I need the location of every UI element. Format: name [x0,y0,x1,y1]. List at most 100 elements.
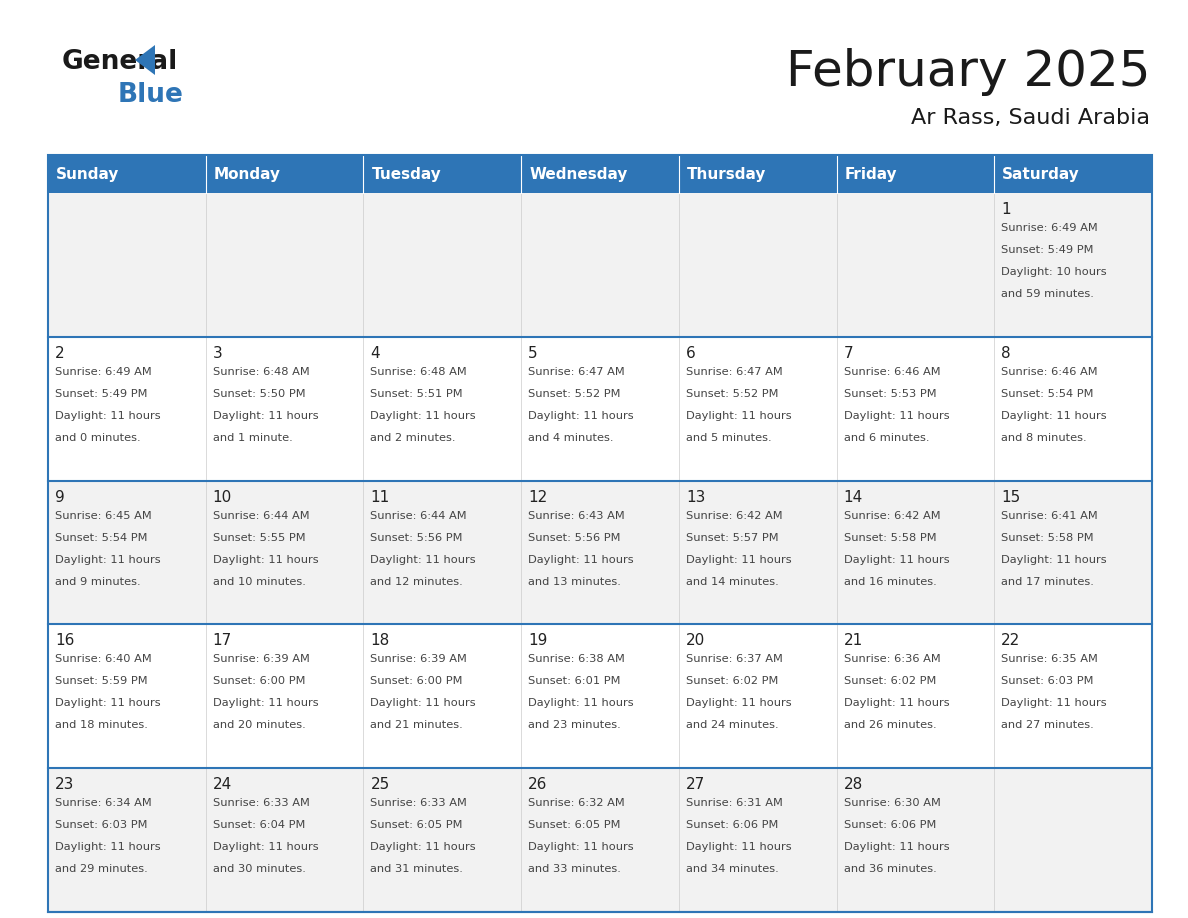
Text: 11: 11 [371,489,390,505]
Text: 10: 10 [213,489,232,505]
Text: Sunrise: 6:42 AM: Sunrise: 6:42 AM [685,510,783,521]
Bar [206,155,364,193]
Text: Daylight: 11 hours: Daylight: 11 hours [371,554,476,565]
Text: 22: 22 [1001,633,1020,648]
Text: Ar Rass, Saudi Arabia: Ar Rass, Saudi Arabia [911,108,1150,128]
Text: Daylight: 11 hours: Daylight: 11 hours [213,554,318,565]
Text: Sunrise: 6:45 AM: Sunrise: 6:45 AM [55,510,152,521]
Text: 21: 21 [843,633,862,648]
Bar [48,337,1152,481]
Text: 26: 26 [529,778,548,792]
Text: Sunrise: 6:33 AM: Sunrise: 6:33 AM [371,798,467,808]
Text: Daylight: 11 hours: Daylight: 11 hours [1001,554,1107,565]
Text: Sunrise: 6:31 AM: Sunrise: 6:31 AM [685,798,783,808]
Text: and 2 minutes.: and 2 minutes. [371,432,456,442]
Bar [48,768,1152,912]
Text: 17: 17 [213,633,232,648]
Text: and 8 minutes.: and 8 minutes. [1001,432,1087,442]
Text: Sunset: 6:02 PM: Sunset: 6:02 PM [843,677,936,687]
Text: and 29 minutes.: and 29 minutes. [55,864,147,874]
Text: and 33 minutes.: and 33 minutes. [529,864,621,874]
Text: Sunrise: 6:40 AM: Sunrise: 6:40 AM [55,655,152,665]
Text: 12: 12 [529,489,548,505]
Text: 20: 20 [685,633,706,648]
Bar [48,155,1152,912]
Text: Thursday: Thursday [687,166,766,182]
Bar [48,481,1152,624]
Bar [678,155,836,193]
Text: Daylight: 11 hours: Daylight: 11 hours [55,842,160,852]
Text: 4: 4 [371,346,380,361]
Text: Sunset: 6:00 PM: Sunset: 6:00 PM [371,677,463,687]
Text: Sunset: 5:58 PM: Sunset: 5:58 PM [1001,532,1094,543]
Text: Daylight: 10 hours: Daylight: 10 hours [1001,267,1107,277]
Text: 8: 8 [1001,346,1011,361]
Text: Daylight: 11 hours: Daylight: 11 hours [55,554,160,565]
Text: Sunset: 5:54 PM: Sunset: 5:54 PM [1001,389,1094,398]
Text: Daylight: 11 hours: Daylight: 11 hours [529,699,633,709]
Text: Sunrise: 6:38 AM: Sunrise: 6:38 AM [529,655,625,665]
Polygon shape [135,45,154,75]
Text: Daylight: 11 hours: Daylight: 11 hours [1001,410,1107,420]
Text: 3: 3 [213,346,222,361]
Text: 1: 1 [1001,202,1011,217]
Text: Tuesday: Tuesday [372,166,441,182]
Text: Sunset: 6:06 PM: Sunset: 6:06 PM [685,820,778,830]
Text: Sunset: 6:05 PM: Sunset: 6:05 PM [529,820,620,830]
Text: Daylight: 11 hours: Daylight: 11 hours [529,554,633,565]
Text: Sunset: 6:04 PM: Sunset: 6:04 PM [213,820,305,830]
Bar [994,155,1152,193]
Text: 23: 23 [55,778,75,792]
Bar [48,155,206,193]
Text: Sunset: 5:58 PM: Sunset: 5:58 PM [843,532,936,543]
Text: 28: 28 [843,778,862,792]
Text: and 1 minute.: and 1 minute. [213,432,292,442]
Text: Sunrise: 6:49 AM: Sunrise: 6:49 AM [1001,223,1098,233]
Text: Sunset: 5:52 PM: Sunset: 5:52 PM [685,389,778,398]
Text: and 12 minutes.: and 12 minutes. [371,577,463,587]
Text: Sunrise: 6:48 AM: Sunrise: 6:48 AM [213,367,309,376]
Text: Sunday: Sunday [56,166,119,182]
Text: and 20 minutes.: and 20 minutes. [213,721,305,731]
Text: and 4 minutes.: and 4 minutes. [529,432,614,442]
Text: Daylight: 11 hours: Daylight: 11 hours [371,842,476,852]
Text: Sunset: 6:03 PM: Sunset: 6:03 PM [55,820,147,830]
Text: Daylight: 11 hours: Daylight: 11 hours [843,410,949,420]
Text: Daylight: 11 hours: Daylight: 11 hours [529,410,633,420]
Text: Sunset: 6:06 PM: Sunset: 6:06 PM [843,820,936,830]
Text: Sunset: 5:54 PM: Sunset: 5:54 PM [55,532,147,543]
Text: and 16 minutes.: and 16 minutes. [843,577,936,587]
Text: Daylight: 11 hours: Daylight: 11 hours [55,699,160,709]
Text: Daylight: 11 hours: Daylight: 11 hours [213,410,318,420]
Text: Daylight: 11 hours: Daylight: 11 hours [843,842,949,852]
Text: 14: 14 [843,489,862,505]
Text: Sunrise: 6:33 AM: Sunrise: 6:33 AM [213,798,310,808]
Text: Sunset: 6:03 PM: Sunset: 6:03 PM [1001,677,1094,687]
Text: Sunrise: 6:39 AM: Sunrise: 6:39 AM [213,655,310,665]
Text: and 31 minutes.: and 31 minutes. [371,864,463,874]
Text: Sunrise: 6:30 AM: Sunrise: 6:30 AM [843,798,941,808]
Text: Sunset: 6:00 PM: Sunset: 6:00 PM [213,677,305,687]
Text: Sunrise: 6:34 AM: Sunrise: 6:34 AM [55,798,152,808]
Text: and 14 minutes.: and 14 minutes. [685,577,778,587]
Text: and 17 minutes.: and 17 minutes. [1001,577,1094,587]
Bar [522,155,678,193]
Text: and 30 minutes.: and 30 minutes. [213,864,305,874]
Text: Sunset: 6:05 PM: Sunset: 6:05 PM [371,820,463,830]
Text: 16: 16 [55,633,75,648]
Text: 25: 25 [371,778,390,792]
Text: Sunset: 5:55 PM: Sunset: 5:55 PM [213,532,305,543]
Text: Saturday: Saturday [1003,166,1080,182]
Text: and 26 minutes.: and 26 minutes. [843,721,936,731]
Text: Daylight: 11 hours: Daylight: 11 hours [1001,699,1107,709]
Text: Sunrise: 6:46 AM: Sunrise: 6:46 AM [843,367,940,376]
Text: and 9 minutes.: and 9 minutes. [55,577,140,587]
Text: Daylight: 11 hours: Daylight: 11 hours [843,699,949,709]
Text: Daylight: 11 hours: Daylight: 11 hours [685,699,791,709]
Text: and 6 minutes.: and 6 minutes. [843,432,929,442]
Text: Daylight: 11 hours: Daylight: 11 hours [685,842,791,852]
Text: Monday: Monday [214,166,280,182]
Text: Daylight: 11 hours: Daylight: 11 hours [213,699,318,709]
Text: Sunset: 5:59 PM: Sunset: 5:59 PM [55,677,147,687]
Text: and 13 minutes.: and 13 minutes. [529,577,621,587]
